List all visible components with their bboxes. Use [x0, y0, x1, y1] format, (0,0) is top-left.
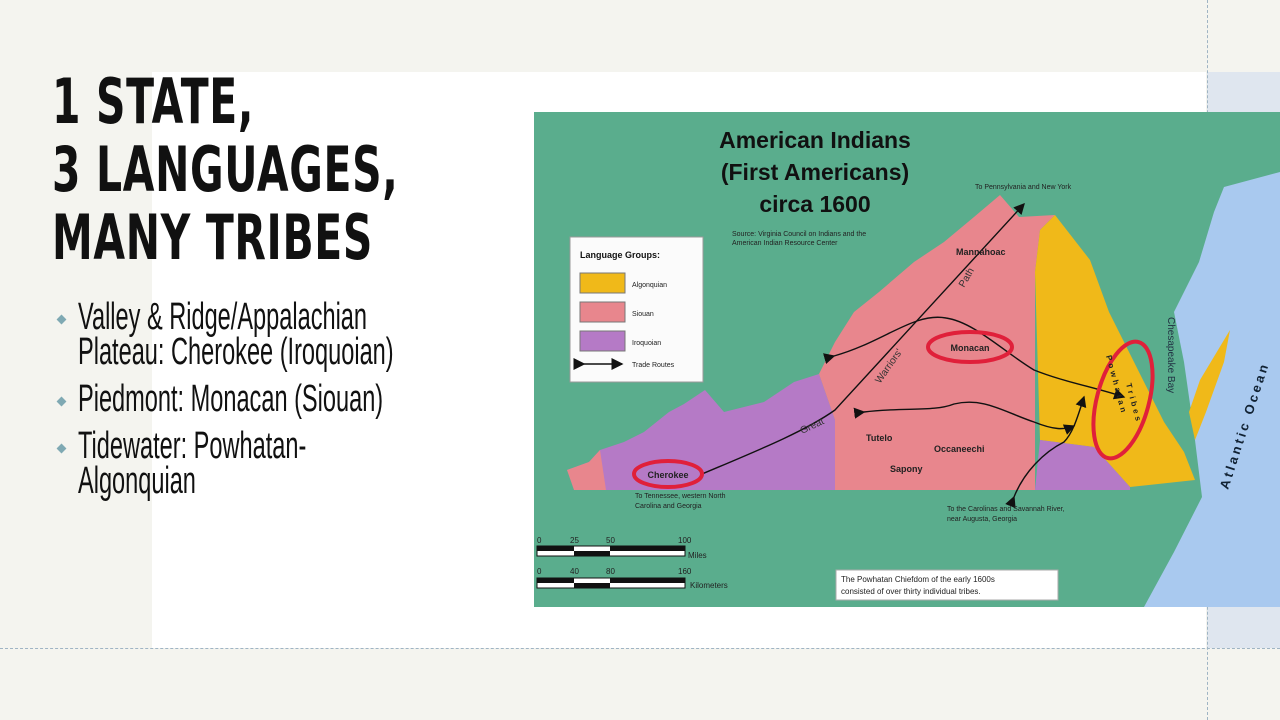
- highlight-powhatan: [1091, 339, 1155, 461]
- route-note-north: To Pennsylvania and New York: [975, 184, 1072, 191]
- route-note-southwest: To Tennessee, western North: [635, 493, 726, 500]
- region-iroquoian: [567, 374, 835, 490]
- slide-title: 1 STATE, 3 LANGUAGES, MANY TRIBES: [52, 68, 398, 272]
- guide-line-horizontal: [0, 648, 1280, 649]
- route-note-south: near Augusta, Georgia: [947, 516, 1017, 523]
- tribe-label-occaneechi: Occaneechi: [934, 444, 985, 454]
- scale-unit: Miles: [688, 551, 707, 560]
- legend-label: Trade Routes: [632, 362, 675, 369]
- tribe-label-mannahoac: Mannahoac: [956, 247, 1006, 257]
- scale-tick: 0: [537, 567, 542, 576]
- region-siouan-west-tip: [567, 450, 606, 490]
- title-line: 3 LANGUAGES,: [52, 133, 399, 206]
- bullet-text: Plateau: Cherokee (Iroquoian): [78, 331, 394, 373]
- scale-tick: 160: [678, 567, 692, 576]
- legend-label: Siouan: [632, 311, 654, 318]
- route-note-southwest: Carolina and Georgia: [635, 503, 702, 510]
- virginia-tribes-map: American Indians (First Americans) circa…: [534, 112, 1280, 607]
- title-line: MANY TRIBES: [52, 201, 374, 274]
- scale-unit: Kilometers: [690, 581, 728, 590]
- map-legend: Language Groups: Algonquian Siouan Iroqu…: [569, 236, 704, 383]
- scale-tick: 100: [678, 536, 692, 545]
- bullet-text: Piedmont: Monacan (Siouan): [78, 378, 384, 420]
- map-title-line: circa 1600: [759, 191, 870, 217]
- bullet-text: Valley & Ridge/Appalachian: [78, 296, 368, 338]
- scale-bar-km: 0 40 80 160 Kilometers: [536, 567, 728, 590]
- region-algonquian-eastern-shore: [1189, 330, 1230, 440]
- legend-swatch-siouan: [579, 301, 626, 323]
- bullet-text: Tidewater: Powhatan-: [78, 425, 307, 467]
- legend-label: Algonquian: [632, 282, 667, 289]
- map-source: American Indian Resource Center: [732, 240, 838, 247]
- scale-tick: 80: [606, 567, 615, 576]
- scale-tick: 40: [570, 567, 579, 576]
- scale-tick: 25: [570, 536, 579, 545]
- water-label-bay: Chesapeake Bay: [1165, 317, 1176, 393]
- diamond-bullet-icon: [56, 443, 67, 454]
- highlight-cherokee: [632, 459, 704, 489]
- caption-line: consisted of over thirty individual trib…: [841, 587, 981, 596]
- caption-line: The Powhatan Chiefdom of the early 1600s: [841, 575, 995, 584]
- bullet-item: Tidewater: Powhatan- Algonquian: [56, 425, 718, 502]
- route-note-south: To the Carolinas and Savannah River,: [947, 506, 1065, 513]
- tribe-label-monacan: Monacan: [950, 343, 989, 353]
- diamond-bullet-icon: [56, 396, 67, 407]
- tribe-label-sapony: Sapony: [890, 464, 923, 474]
- highlight-monacan: [926, 330, 1014, 364]
- title-line: 1 STATE,: [52, 65, 255, 138]
- diamond-bullet-icon: [56, 314, 67, 325]
- scale-bar-miles: 0 25 50 100 Miles: [536, 536, 707, 560]
- caption-box: The Powhatan Chiefdom of the early 1600s…: [835, 569, 1059, 601]
- bullet-list: Valley & Ridge/Appalachian Plateau: Cher…: [56, 296, 718, 509]
- map-source: Source: Virginia Council on Indians and …: [732, 231, 866, 238]
- scale-tick: 0: [537, 536, 542, 545]
- legend-label: Iroquoian: [632, 340, 661, 347]
- legend-swatch-algonquian: [579, 272, 626, 294]
- legend-heading: Language Groups:: [580, 250, 660, 260]
- legend-swatch-iroquoian: [579, 330, 626, 352]
- map-title-line: (First Americans): [721, 159, 909, 185]
- map-title-line: American Indians: [719, 127, 911, 153]
- scale-tick: 50: [606, 536, 615, 545]
- bullet-item: Valley & Ridge/Appalachian Plateau: Cher…: [56, 296, 718, 373]
- tribe-label-cherokee: Cherokee: [647, 470, 688, 480]
- tribe-label-tutelo: Tutelo: [866, 433, 893, 443]
- bullet-item: Piedmont: Monacan (Siouan): [56, 378, 718, 420]
- bullet-text: Algonquian: [78, 460, 196, 502]
